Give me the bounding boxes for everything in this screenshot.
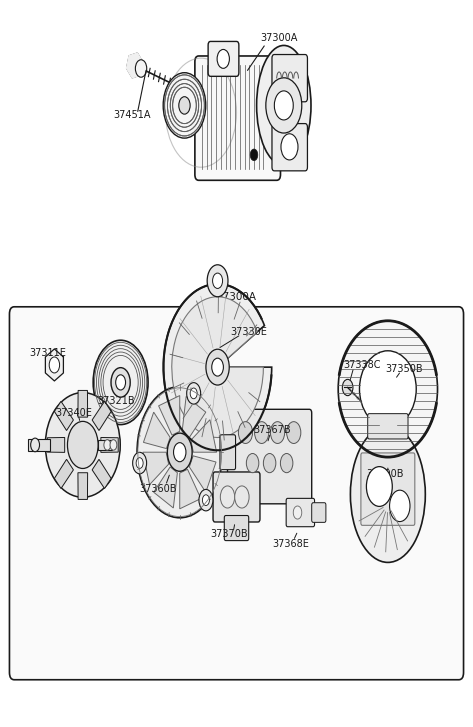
- Circle shape: [238, 422, 253, 443]
- Text: 37311E: 37311E: [29, 348, 66, 358]
- Polygon shape: [47, 438, 65, 452]
- Text: 37321B: 37321B: [97, 396, 135, 406]
- FancyBboxPatch shape: [224, 515, 249, 541]
- Circle shape: [390, 490, 410, 521]
- Circle shape: [31, 438, 40, 451]
- Circle shape: [179, 97, 190, 114]
- Polygon shape: [54, 401, 73, 430]
- Text: 37451A: 37451A: [114, 110, 151, 120]
- Circle shape: [199, 489, 213, 511]
- Wedge shape: [164, 284, 272, 450]
- Polygon shape: [92, 459, 111, 489]
- FancyBboxPatch shape: [272, 55, 307, 102]
- Text: 37300A: 37300A: [260, 33, 298, 43]
- Wedge shape: [172, 297, 263, 438]
- Circle shape: [207, 265, 228, 297]
- FancyBboxPatch shape: [286, 499, 315, 526]
- Circle shape: [281, 134, 298, 160]
- Circle shape: [93, 340, 148, 425]
- Text: 37338C: 37338C: [343, 360, 381, 370]
- FancyBboxPatch shape: [208, 41, 239, 76]
- Circle shape: [263, 454, 276, 473]
- FancyBboxPatch shape: [9, 307, 464, 680]
- FancyBboxPatch shape: [195, 56, 280, 180]
- Text: 37350B: 37350B: [385, 364, 423, 374]
- Text: 37330E: 37330E: [230, 327, 267, 337]
- Circle shape: [280, 454, 293, 473]
- Polygon shape: [78, 473, 88, 499]
- Polygon shape: [154, 467, 177, 508]
- Text: 37368E: 37368E: [272, 539, 309, 549]
- Ellipse shape: [338, 321, 438, 457]
- Polygon shape: [45, 349, 63, 381]
- Polygon shape: [143, 452, 168, 485]
- FancyBboxPatch shape: [272, 124, 307, 171]
- Circle shape: [212, 358, 223, 376]
- Circle shape: [220, 486, 235, 508]
- Polygon shape: [158, 395, 180, 435]
- FancyBboxPatch shape: [312, 503, 326, 522]
- Circle shape: [342, 379, 353, 395]
- Circle shape: [136, 458, 143, 468]
- FancyBboxPatch shape: [368, 414, 408, 439]
- Circle shape: [206, 349, 229, 385]
- Polygon shape: [182, 396, 206, 438]
- Text: 37390B: 37390B: [367, 469, 404, 479]
- Polygon shape: [191, 419, 217, 452]
- Circle shape: [287, 422, 301, 443]
- Bar: [98, 440, 112, 450]
- Circle shape: [246, 454, 259, 473]
- Circle shape: [274, 91, 293, 120]
- Text: 37300A: 37300A: [217, 292, 256, 302]
- FancyBboxPatch shape: [228, 409, 312, 504]
- Polygon shape: [54, 459, 73, 489]
- Circle shape: [367, 467, 392, 507]
- Circle shape: [174, 443, 186, 462]
- Circle shape: [217, 49, 229, 68]
- Circle shape: [187, 382, 201, 404]
- Circle shape: [111, 368, 130, 397]
- Polygon shape: [92, 401, 111, 430]
- Text: 37340E: 37340E: [55, 408, 92, 418]
- Text: 37360B: 37360B: [140, 483, 177, 494]
- Polygon shape: [101, 438, 118, 452]
- Ellipse shape: [257, 45, 311, 165]
- FancyBboxPatch shape: [220, 435, 236, 470]
- Polygon shape: [180, 470, 201, 509]
- Circle shape: [202, 495, 210, 505]
- Text: 37370B: 37370B: [210, 529, 248, 539]
- Circle shape: [235, 486, 249, 508]
- Circle shape: [212, 273, 223, 289]
- Text: 37367B: 37367B: [253, 425, 291, 435]
- FancyBboxPatch shape: [213, 472, 260, 522]
- Circle shape: [110, 440, 117, 450]
- Circle shape: [137, 387, 222, 518]
- Circle shape: [104, 440, 111, 450]
- Polygon shape: [78, 390, 88, 417]
- Bar: [28, 438, 51, 451]
- Circle shape: [167, 433, 192, 471]
- Circle shape: [271, 422, 285, 443]
- Circle shape: [254, 422, 269, 443]
- Circle shape: [163, 73, 206, 138]
- Ellipse shape: [350, 426, 425, 563]
- Circle shape: [250, 149, 258, 161]
- Ellipse shape: [359, 350, 416, 427]
- Circle shape: [190, 388, 197, 398]
- Circle shape: [116, 375, 125, 390]
- Ellipse shape: [45, 393, 120, 497]
- Circle shape: [293, 506, 302, 519]
- FancyBboxPatch shape: [361, 453, 415, 526]
- Polygon shape: [143, 412, 170, 449]
- Circle shape: [266, 78, 302, 133]
- Circle shape: [49, 357, 60, 373]
- Polygon shape: [126, 53, 143, 78]
- Circle shape: [132, 452, 147, 474]
- Circle shape: [135, 60, 147, 77]
- Polygon shape: [189, 456, 216, 492]
- Circle shape: [68, 422, 98, 468]
